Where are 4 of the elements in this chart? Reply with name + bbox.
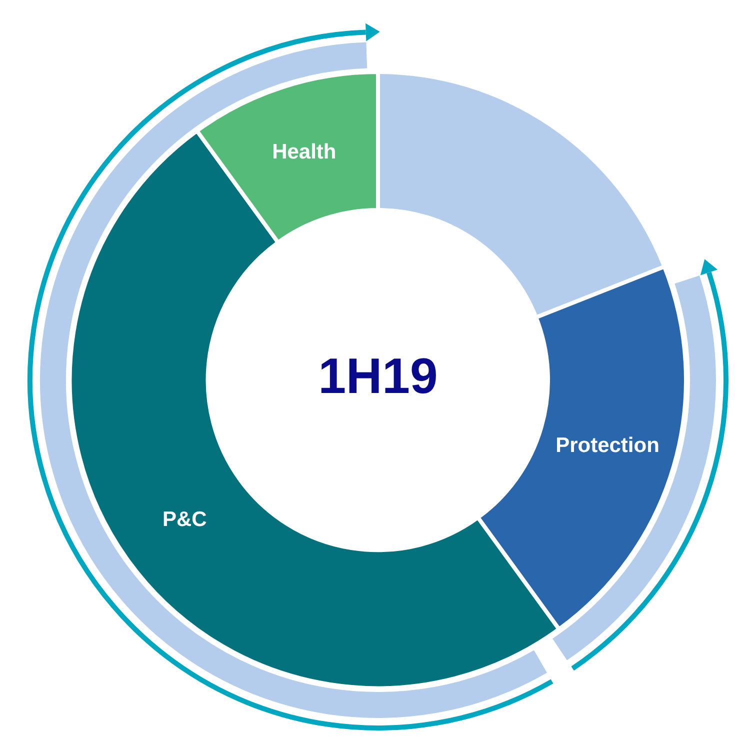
- slice-label: P&C: [162, 508, 207, 532]
- slice-label: Protection: [556, 434, 660, 458]
- slice-label: Health: [272, 140, 336, 164]
- text: 1H19: [318, 348, 438, 404]
